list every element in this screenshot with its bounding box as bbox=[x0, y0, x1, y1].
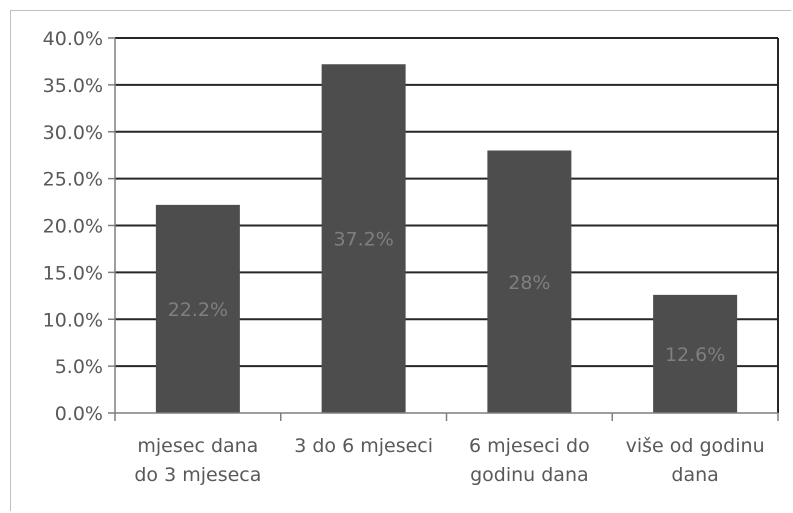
y-tick-label: 5.0% bbox=[55, 356, 103, 378]
y-tick-label: 25.0% bbox=[43, 169, 103, 191]
data-label: 28% bbox=[508, 272, 550, 294]
y-tick-label: 15.0% bbox=[43, 262, 103, 284]
y-tick-label: 10.0% bbox=[43, 309, 103, 331]
axes bbox=[108, 37, 779, 421]
x-category-label: više od godinu dana bbox=[626, 435, 765, 486]
y-tick-label: 20.0% bbox=[43, 216, 103, 238]
bars bbox=[155, 64, 738, 413]
x-category-label: mjesec dana do 3 mjeseca bbox=[134, 435, 261, 486]
y-tick-label: 35.0% bbox=[43, 75, 103, 97]
x-category-label: 6 mjeseci do godinu dana bbox=[469, 435, 590, 486]
bar bbox=[487, 150, 572, 413]
y-tick-labels: 0.0% 5.0% 10.0% 15.0% 20.0% 25.0% 30.0% 35.0% 40… bbox=[43, 28, 103, 425]
data-label: 22.2% bbox=[168, 299, 228, 321]
chart-frame bbox=[10, 10, 791, 511]
data-labels: 22.2% 37.2% 28% 12.6% bbox=[168, 229, 726, 366]
y-tick-label: 30.0% bbox=[43, 122, 103, 144]
data-label: 37.2% bbox=[333, 229, 393, 251]
data-label: 12.6% bbox=[665, 344, 725, 366]
y-tick-label: 40.0% bbox=[43, 28, 103, 50]
x-category-label: 3 do 6 mjeseci bbox=[294, 435, 433, 457]
bar bbox=[155, 204, 240, 413]
gridlines bbox=[115, 37, 778, 368]
bar bbox=[321, 64, 406, 413]
x-category-labels: mjesec dana do 3 mjeseca 3 do 6 mjeseci 6 m… bbox=[134, 435, 764, 486]
bar bbox=[653, 294, 738, 413]
y-tick-label: 0.0% bbox=[55, 403, 103, 425]
